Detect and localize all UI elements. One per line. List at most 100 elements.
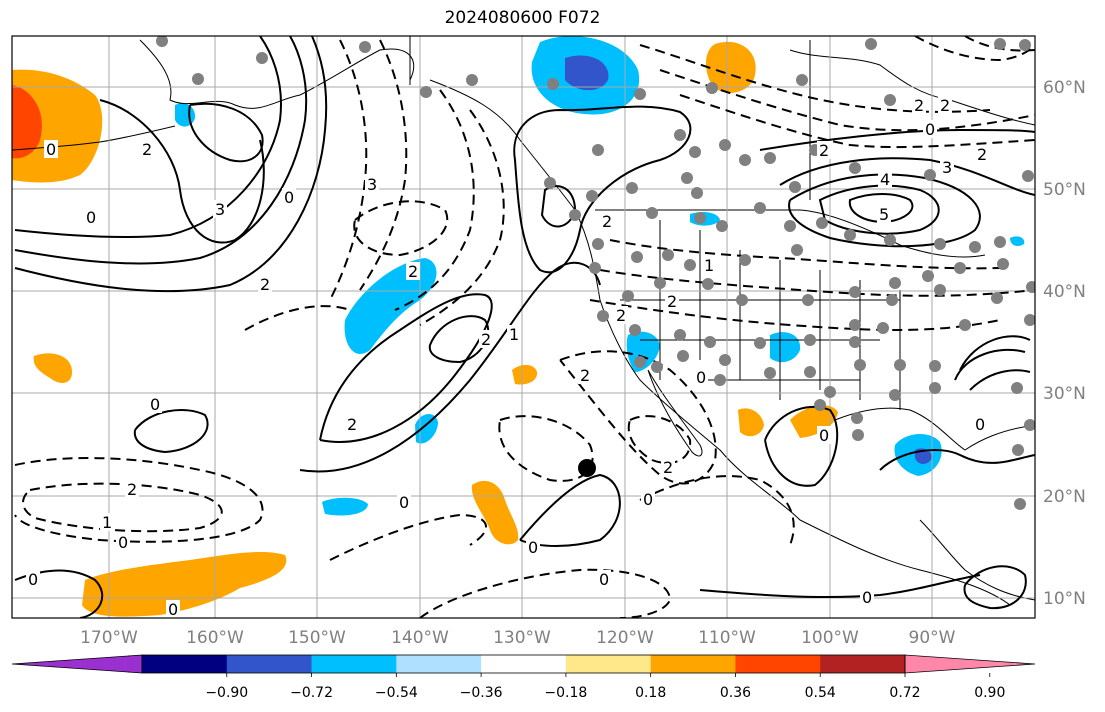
latitude-tick-label: 10°N	[1043, 589, 1086, 609]
contour-label: 2	[347, 415, 357, 434]
station-dot	[789, 181, 801, 193]
colorbar-outline	[141, 654, 906, 674]
station-dot	[631, 251, 643, 263]
contour-line-dashed	[419, 568, 672, 618]
station-dot	[929, 382, 941, 394]
contour-line-solid	[818, 184, 940, 235]
colorbar-tick-label: −0.18	[544, 685, 587, 701]
contour-line-solid	[188, 102, 264, 163]
station-dot	[694, 212, 706, 224]
anomaly-positive-region	[471, 480, 519, 545]
contour-line-solid	[879, 449, 1035, 471]
contour-line-solid	[99, 99, 265, 244]
contour-label: 0	[28, 570, 38, 589]
contour-label: 2	[127, 480, 137, 499]
hudson-bay-coast	[789, 49, 1035, 126]
station-dot	[991, 292, 1003, 304]
contour-label: 0	[925, 120, 935, 139]
contour-line-dashed	[639, 44, 991, 113]
map-title: 2024080600 F072	[444, 8, 601, 28]
latitude-tick-label: 20°N	[1043, 487, 1086, 507]
contour-label: 2	[977, 145, 987, 164]
contour-label: 1	[704, 256, 714, 275]
contour-line-dashed	[359, 39, 408, 291]
station-dot	[994, 236, 1006, 248]
station-dot	[994, 38, 1006, 50]
contour-line-solid	[133, 409, 209, 454]
contour-line-dashed	[419, 109, 505, 326]
contour-label: 0	[46, 140, 56, 159]
colorbar	[11, 654, 1036, 674]
station-dot	[359, 41, 371, 53]
anomaly-negative-region	[344, 258, 437, 354]
contour-line-solid	[513, 105, 692, 274]
station-dot	[714, 374, 726, 386]
contour-label: 2	[667, 292, 677, 311]
station-dot	[674, 329, 686, 341]
anomaly-negative-region	[322, 497, 368, 516]
colorbar-segment	[650, 655, 736, 673]
station-dot	[886, 294, 898, 306]
contour-line-solid	[14, 36, 328, 293]
station-dot	[754, 337, 766, 349]
colorbar-tick-labels: −0.90 −0.72 −0.54 −0.36 −0.18 0.18 0.36 0.54 0.7…	[205, 673, 1005, 701]
colorbar-tick-label: −0.72	[290, 685, 333, 701]
contour-line-dashed	[627, 415, 692, 465]
station-dot	[569, 209, 581, 221]
contour-line-dashed	[914, 36, 1035, 62]
longitude-tick-label: 90°W	[909, 628, 956, 648]
anomaly-strong-region	[12, 85, 42, 159]
contour-label-layer: 0 0 2 3 0 2 3 2 2 1 2 0 2 1	[26, 96, 989, 618]
longitude-tick-label: 140°W	[391, 628, 449, 648]
contour-label: 0	[643, 490, 653, 509]
station-dot	[877, 322, 889, 334]
contour-line-solid	[764, 405, 839, 487]
station-dot	[719, 139, 731, 151]
station-dot	[849, 336, 861, 348]
station-dot	[854, 359, 866, 371]
colorbar-arrow-high	[904, 654, 1036, 674]
station-dot	[969, 241, 981, 253]
station-dot	[256, 52, 268, 64]
station-dot	[929, 360, 941, 372]
station-dot	[156, 36, 168, 47]
station-dot	[716, 220, 728, 232]
station-dot	[654, 277, 666, 289]
longitude-tick-label: 170°W	[80, 628, 138, 648]
station-dot	[884, 94, 896, 106]
contour-line-solid	[540, 185, 577, 228]
central-america-coast	[919, 519, 1035, 601]
station-dot	[420, 86, 432, 98]
colorbar-segment	[565, 655, 652, 673]
station-dot	[844, 229, 856, 241]
anomaly-positive-region	[82, 552, 287, 617]
station-dot	[1011, 382, 1023, 394]
contour-line-dashed	[329, 39, 368, 301]
station-dot	[764, 152, 776, 164]
contour-label: 0	[528, 538, 538, 557]
station-dot	[934, 238, 946, 250]
contour-label: 2	[408, 262, 418, 281]
latitude-axis-labels: 60°N 50°N 40°N 30°N 20°N 10°N	[1043, 78, 1086, 609]
contour-line-dashed	[679, 94, 1035, 149]
contour-line-solid	[963, 565, 1027, 610]
colorbar-arrow-low	[11, 654, 143, 674]
longitude-tick-label: 120°W	[596, 628, 654, 648]
anomaly-positive-region	[790, 405, 838, 438]
station-dot	[796, 74, 808, 86]
longitude-tick-label: 110°W	[698, 628, 756, 648]
anomaly-positive-region	[705, 41, 756, 93]
station-dot	[922, 270, 934, 282]
latitude-tick-label: 50°N	[1043, 180, 1086, 200]
colorbar-tick-label: −0.36	[460, 685, 503, 701]
baja-california	[647, 369, 703, 457]
colorbar-segment	[226, 655, 313, 673]
station-dot	[626, 182, 638, 194]
contour-label: 2	[616, 306, 626, 325]
station-dot	[704, 336, 716, 348]
station-dot	[814, 399, 826, 411]
contour-line-dashed	[659, 69, 1035, 132]
station-dot	[802, 294, 814, 306]
contour-line-dashed	[353, 200, 449, 257]
anomaly-negative-region	[415, 414, 438, 444]
